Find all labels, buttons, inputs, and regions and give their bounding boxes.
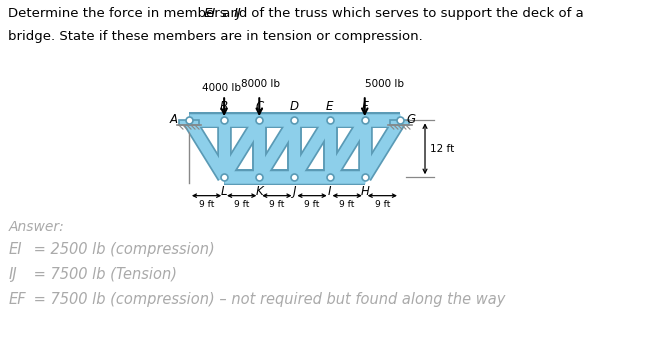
- Text: IJ: IJ: [8, 267, 17, 282]
- Text: 4000 lb: 4000 lb: [202, 83, 241, 93]
- Text: 9 ft: 9 ft: [269, 200, 284, 210]
- Text: A: A: [170, 113, 178, 126]
- Text: and: and: [218, 7, 252, 20]
- Text: 8000 lb: 8000 lb: [241, 79, 281, 89]
- Text: L: L: [221, 185, 227, 198]
- Text: 9 ft: 9 ft: [305, 200, 319, 210]
- Text: 9 ft: 9 ft: [340, 200, 355, 210]
- Text: EI: EI: [203, 7, 215, 20]
- Bar: [179, 120, 198, 125]
- Text: 9 ft: 9 ft: [234, 200, 249, 210]
- Text: J: J: [293, 185, 296, 198]
- Text: F: F: [362, 100, 368, 113]
- Text: E: E: [326, 100, 333, 113]
- Text: of the truss which serves to support the deck of a: of the truss which serves to support the…: [247, 7, 584, 20]
- Text: 12 ft: 12 ft: [430, 144, 454, 154]
- Text: 9 ft: 9 ft: [199, 200, 214, 210]
- Text: EI: EI: [8, 242, 22, 257]
- Text: H: H: [360, 185, 369, 198]
- Text: Answer:: Answer:: [8, 220, 64, 234]
- Text: 5000 lb: 5000 lb: [365, 79, 404, 89]
- Text: K: K: [255, 185, 263, 198]
- Text: B: B: [220, 100, 228, 113]
- Text: = 2500 lb (compression): = 2500 lb (compression): [29, 242, 214, 257]
- Text: C: C: [255, 100, 263, 113]
- Text: D: D: [290, 100, 299, 113]
- Text: G: G: [406, 113, 415, 126]
- Bar: [390, 120, 410, 125]
- Text: Determine the force in members: Determine the force in members: [8, 7, 231, 20]
- Text: IJ: IJ: [234, 7, 242, 20]
- Text: = 7500 lb (compression) – not required but found along the way: = 7500 lb (compression) – not required b…: [29, 292, 505, 307]
- Text: = 7500 lb (Tension): = 7500 lb (Tension): [29, 267, 176, 282]
- Text: bridge. State if these members are in tension or compression.: bridge. State if these members are in te…: [8, 30, 423, 43]
- Text: EF: EF: [8, 292, 26, 307]
- Text: I: I: [328, 185, 331, 198]
- Text: 9 ft: 9 ft: [375, 200, 390, 210]
